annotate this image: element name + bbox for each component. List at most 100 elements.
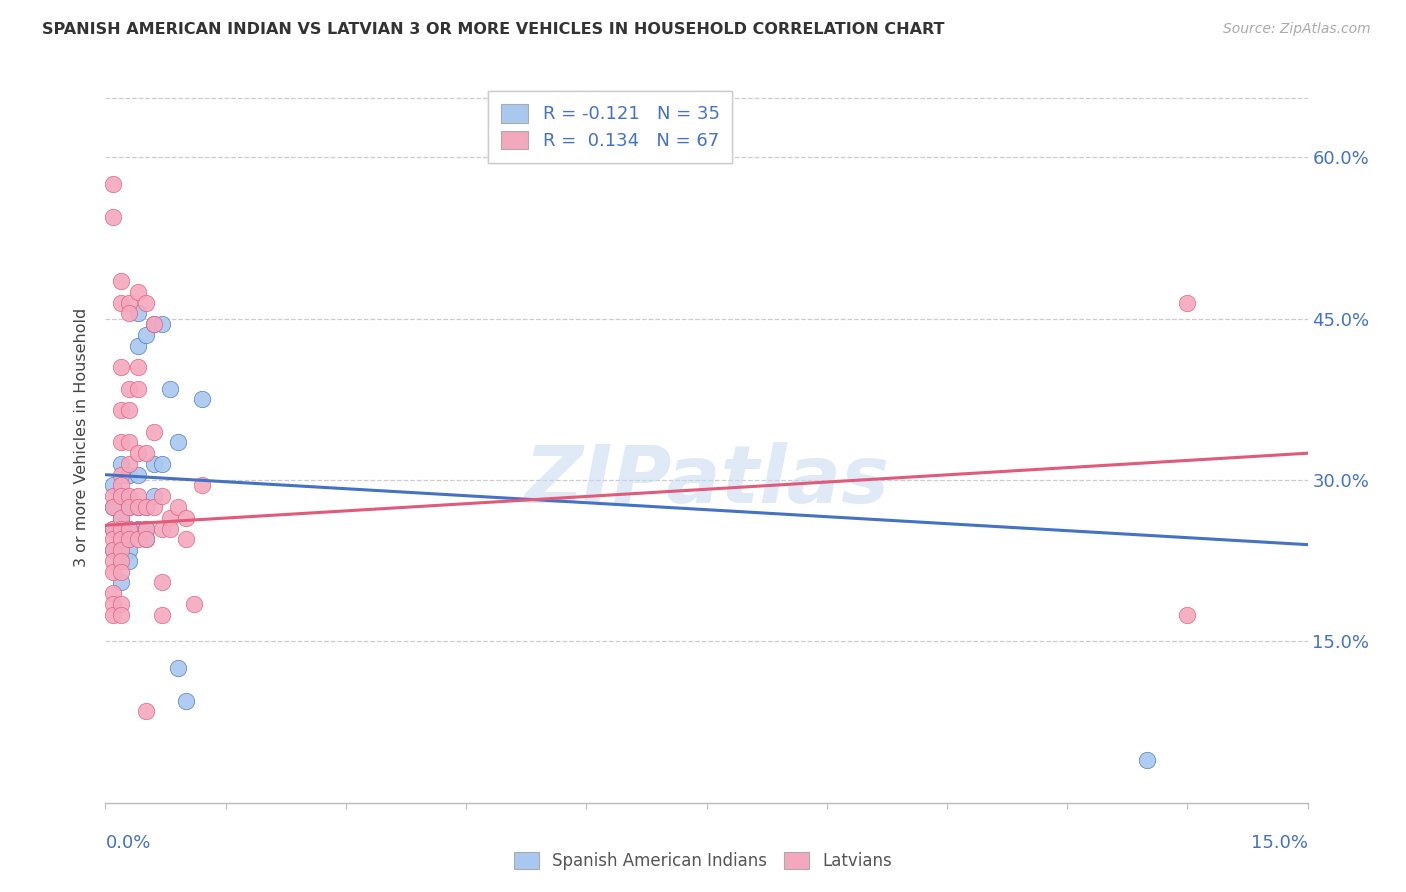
Point <box>142 489 165 503</box>
Point <box>166 435 188 450</box>
Point <box>103 500 125 514</box>
Point <box>135 533 157 547</box>
Text: 0.0%: 0.0% <box>105 834 150 852</box>
Point <box>159 510 181 524</box>
Point <box>103 586 125 600</box>
Point <box>110 510 132 524</box>
Point <box>110 489 132 503</box>
Point <box>110 533 132 547</box>
Point <box>183 597 205 611</box>
Y-axis label: 3 or more Vehicles in Household: 3 or more Vehicles in Household <box>75 308 90 566</box>
Point <box>135 521 157 535</box>
Point <box>110 478 132 492</box>
Point <box>118 382 141 396</box>
Point <box>135 446 157 460</box>
Point <box>135 327 157 342</box>
Point <box>110 467 132 482</box>
Point <box>110 533 132 547</box>
Point <box>110 521 132 535</box>
Point <box>174 693 197 707</box>
Point <box>159 382 181 396</box>
Point <box>103 500 125 514</box>
Point <box>118 467 141 482</box>
Point <box>118 295 141 310</box>
Point <box>127 521 149 535</box>
Point <box>103 565 125 579</box>
Point <box>103 178 125 192</box>
Point <box>135 705 157 719</box>
Point <box>142 500 165 514</box>
Point <box>135 521 157 535</box>
Point <box>110 565 132 579</box>
Point <box>103 521 125 535</box>
Point <box>150 489 173 503</box>
Point <box>118 457 141 471</box>
Point <box>110 295 132 310</box>
Point <box>103 543 125 558</box>
Point <box>1136 753 1159 767</box>
Text: Source: ZipAtlas.com: Source: ZipAtlas.com <box>1223 22 1371 37</box>
Point <box>142 457 165 471</box>
Point <box>142 317 165 331</box>
Point <box>110 489 132 503</box>
Point <box>110 435 132 450</box>
Point <box>166 661 188 675</box>
Point <box>190 478 212 492</box>
Point <box>103 597 125 611</box>
Legend: R = -0.121   N = 35, R =  0.134   N = 67: R = -0.121 N = 35, R = 0.134 N = 67 <box>488 91 733 162</box>
Point <box>118 521 141 535</box>
Point <box>127 382 149 396</box>
Text: ZIPatlas: ZIPatlas <box>524 442 889 520</box>
Point <box>127 500 149 514</box>
Text: SPANISH AMERICAN INDIAN VS LATVIAN 3 OR MORE VEHICLES IN HOUSEHOLD CORRELATION C: SPANISH AMERICAN INDIAN VS LATVIAN 3 OR … <box>42 22 945 37</box>
Point <box>135 500 157 514</box>
Point <box>118 500 141 514</box>
Point <box>150 457 173 471</box>
Point <box>110 457 132 471</box>
Point <box>118 521 141 535</box>
Point <box>1177 607 1199 622</box>
Point <box>118 500 141 514</box>
Point <box>103 489 125 503</box>
Point <box>1177 295 1199 310</box>
Point <box>127 339 149 353</box>
Point <box>135 500 157 514</box>
Legend: Spanish American Indians, Latvians: Spanish American Indians, Latvians <box>508 845 898 877</box>
Point <box>127 533 149 547</box>
Point <box>127 360 149 375</box>
Point <box>150 521 173 535</box>
Point <box>118 533 141 547</box>
Point <box>118 554 141 568</box>
Point <box>174 533 197 547</box>
Point <box>110 554 132 568</box>
Point <box>110 274 132 288</box>
Point <box>110 554 132 568</box>
Point <box>190 392 212 407</box>
Point <box>118 489 141 503</box>
Point <box>103 521 125 535</box>
Point <box>118 543 141 558</box>
Point <box>103 554 125 568</box>
Text: 15.0%: 15.0% <box>1250 834 1308 852</box>
Point <box>135 295 157 310</box>
Point <box>110 403 132 417</box>
Point <box>103 543 125 558</box>
Point <box>127 306 149 320</box>
Point <box>110 510 132 524</box>
Point <box>127 446 149 460</box>
Point <box>103 607 125 622</box>
Point <box>103 210 125 224</box>
Point <box>103 533 125 547</box>
Point <box>150 575 173 590</box>
Point <box>150 317 173 331</box>
Point <box>150 607 173 622</box>
Point <box>118 306 141 320</box>
Point <box>159 521 181 535</box>
Point <box>127 489 149 503</box>
Point <box>103 478 125 492</box>
Point <box>174 510 197 524</box>
Point <box>110 543 132 558</box>
Point <box>110 597 132 611</box>
Point <box>166 500 188 514</box>
Point <box>142 425 165 439</box>
